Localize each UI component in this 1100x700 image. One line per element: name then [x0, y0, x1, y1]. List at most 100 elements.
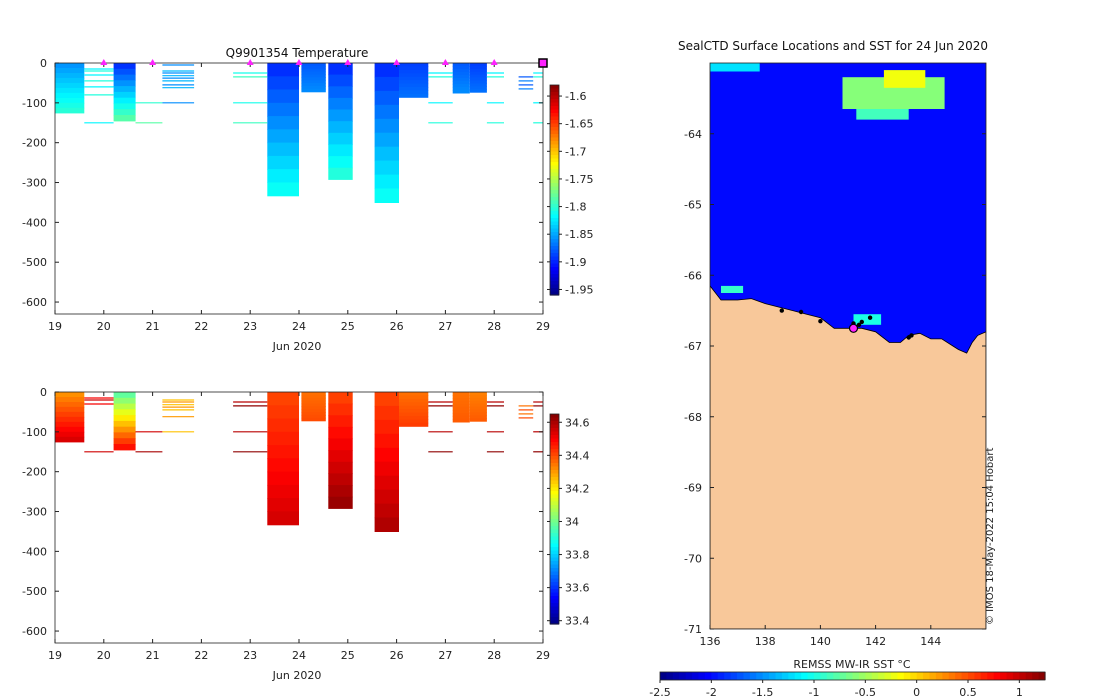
profile-3-cell-5	[301, 406, 326, 410]
sst-colorbar-segment	[839, 672, 847, 680]
profile-5-cell-3	[374, 433, 399, 449]
profile-0-cell-8	[55, 102, 85, 109]
profile-4-cell-8	[328, 156, 353, 169]
colorbar-segment	[550, 561, 559, 566]
sst-colorbar-segment	[1000, 672, 1008, 680]
seal-position	[867, 315, 873, 320]
y-tick-label: -600	[22, 296, 47, 309]
sst-colorbar-segment	[814, 672, 822, 680]
sst-colorbar-segment	[1038, 672, 1046, 680]
colorbar-segment	[550, 106, 559, 111]
colorbar-segment	[550, 200, 559, 205]
colorbar-segment	[550, 589, 559, 594]
profile-3-cell-6	[301, 409, 326, 413]
profile-8-cell-1	[469, 394, 487, 399]
colorbar-segment	[550, 424, 559, 429]
x-tick-label: 28	[487, 320, 501, 333]
sst-colorbar-segment	[993, 672, 1001, 680]
temperature-panel: Q9901354 Temperature 19 20 21 22 23 24 25 26 27 2…	[22, 46, 593, 353]
profile-1-cell-8	[113, 109, 136, 116]
seal-position	[818, 319, 823, 324]
colorbar-tick-label: -1.8	[565, 201, 586, 214]
sst-map-panel: SealCTD Surface Locations and SST for 24…	[649, 39, 1046, 699]
colorbar-segment	[550, 291, 559, 296]
profile-2-cell-1	[267, 405, 299, 420]
y-tick-label: -100	[22, 426, 47, 439]
profile-3-cell-7	[301, 412, 326, 416]
colorbar-segment	[550, 225, 559, 230]
colorbar-segment	[550, 235, 559, 240]
x-tick-label: 24	[292, 649, 306, 662]
map-y-tick-label: -67	[684, 340, 702, 353]
profile-1-cell-6	[113, 97, 136, 105]
profile-4-cell-4	[328, 109, 353, 122]
temperature-axes: 19 20 21 22 23 24 25 26 27 28 29 0 -100 -200 -300 -400 -…	[22, 57, 550, 333]
sst-colorbar-tick-label: -0.5	[855, 686, 876, 699]
colorbar-segment	[550, 557, 559, 562]
profile-8-cell-1	[469, 65, 487, 70]
profile-0-cell-6	[55, 421, 85, 428]
colorbar-tick-label: 34.2	[565, 482, 590, 495]
profile-1-cell-2	[113, 403, 136, 410]
x-tick-label: 20	[97, 320, 111, 333]
profile-8-cell-3	[469, 71, 487, 76]
sst-colorbar-frame	[659, 671, 1046, 681]
colorbar-segment	[550, 123, 559, 128]
x-tick-label: 22	[194, 320, 208, 333]
temperature-colorbar: -1.6 -1.65 -1.7 -1.75 -1.8 -1.85 -1.9 -1.95	[547, 84, 593, 296]
sst-colorbar-segment	[955, 672, 963, 680]
sst-colorbar-tick-label: -2.5	[649, 686, 670, 699]
profile-0-cell-5	[55, 87, 85, 94]
profile-7-cell-2	[452, 69, 470, 73]
sst-colorbar-segment	[897, 672, 905, 680]
colorbar-segment	[550, 533, 559, 538]
colorbar-segment	[550, 414, 559, 419]
seal-position	[906, 335, 911, 340]
sst-colorbar-segment	[884, 672, 892, 680]
colorbar-segment	[550, 540, 559, 545]
sst-colorbar-segment	[1012, 672, 1020, 680]
profile-3-cell-0	[301, 392, 326, 396]
profile-5-cell-8	[374, 503, 399, 519]
colorbar-segment	[550, 144, 559, 149]
sst-colorbar-segment	[781, 672, 789, 680]
surface-marker	[149, 59, 157, 65]
profile-7-cell-1	[452, 66, 470, 70]
sst-colorbar-segment	[968, 672, 976, 680]
profile-4-cell-5	[328, 121, 353, 134]
colorbar-segment	[550, 109, 559, 114]
y-tick-label: 0	[40, 57, 47, 70]
colorbar-segment	[550, 466, 559, 471]
colorbar-segment	[550, 211, 559, 216]
map-x-tick-label: 140	[810, 635, 831, 648]
profile-4-cell-3	[328, 426, 353, 440]
colorbar-segment	[550, 218, 559, 223]
profile-2-cell-4	[267, 116, 299, 130]
profile-2-cell-4	[267, 445, 299, 459]
profile-2-cell-2	[267, 418, 299, 433]
colorbar-segment	[550, 260, 559, 265]
sst-patch-5	[853, 314, 882, 325]
colorbar-segment	[550, 515, 559, 520]
profile-0-cell-8	[55, 431, 85, 438]
colorbar-segment	[550, 571, 559, 576]
colorbar-segment	[550, 256, 559, 261]
colorbar-segment	[550, 162, 559, 167]
x-tick-label: 26	[390, 649, 404, 662]
profile-0-cell-3	[55, 406, 85, 413]
profile-1-cell-5	[113, 91, 136, 99]
profile-1-cell-6	[113, 426, 136, 434]
profile-7-cell-3	[452, 401, 470, 405]
profile-8-cell-4	[469, 74, 487, 79]
profile-6-cell-9	[399, 93, 429, 98]
profile-3-cell-2	[301, 397, 326, 402]
sst-colorbar-segment	[1032, 672, 1040, 680]
colorbar-segment	[550, 99, 559, 104]
sst-colorbar-segment	[743, 672, 751, 680]
profile-4-cell-2	[328, 415, 353, 428]
sst-colorbar-segment	[692, 672, 700, 680]
profile-8-cell-2	[469, 397, 487, 402]
profile-6-cell-0	[399, 392, 429, 396]
salinity-panel: 19 20 21 22 23 24 25 26 27 28 29 0 -100 -200 -300 -400 -…	[22, 386, 589, 682]
profile-6-cell-7	[399, 87, 429, 91]
